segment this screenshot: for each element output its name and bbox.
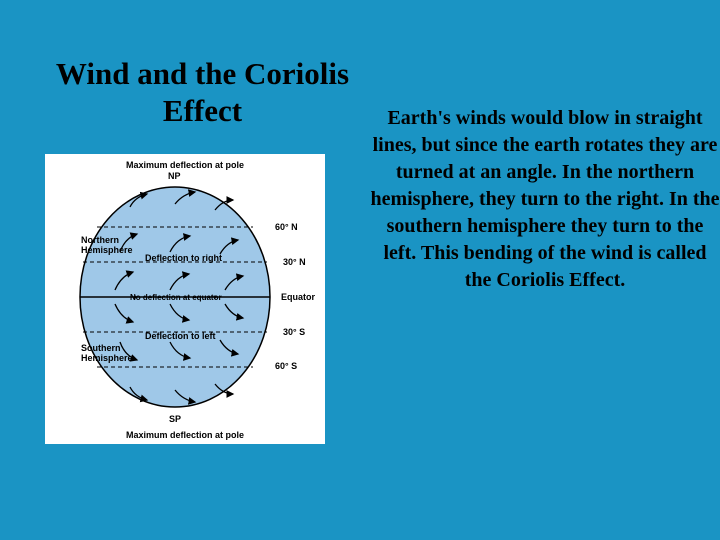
lat-equator: Equator [281,292,315,302]
right-column: Earth's winds would blow in straight lin… [360,0,720,540]
diagram-title-top: Maximum deflection at pole [45,154,325,172]
coriolis-diagram: Maximum deflection at pole [45,154,325,444]
southern-hemisphere-label: Southern Hemisphere [81,344,136,364]
slide-container: Wind and the Coriolis Effect Maximum def… [0,0,720,540]
no-deflection-label: No deflection at equator [130,293,222,302]
north-pole-label: NP [168,171,181,181]
lat-30n: 30° N [283,257,306,267]
deflection-left-label: Deflection to left [145,331,216,341]
body-text: Earth's winds would blow in straight lin… [360,105,720,294]
northern-hemisphere-label: Northern Hemisphere [81,236,136,256]
left-column: Wind and the Coriolis Effect Maximum def… [0,0,360,540]
lat-60n: 60° N [275,222,298,232]
deflection-right-label: Deflection to right [145,253,222,263]
diagram-title-bottom: Maximum deflection at pole [45,430,325,440]
lat-60s: 60° S [275,361,297,371]
south-pole-label: SP [169,414,181,424]
lat-30s: 30° S [283,327,305,337]
slide-title: Wind and the Coriolis Effect [45,55,360,129]
